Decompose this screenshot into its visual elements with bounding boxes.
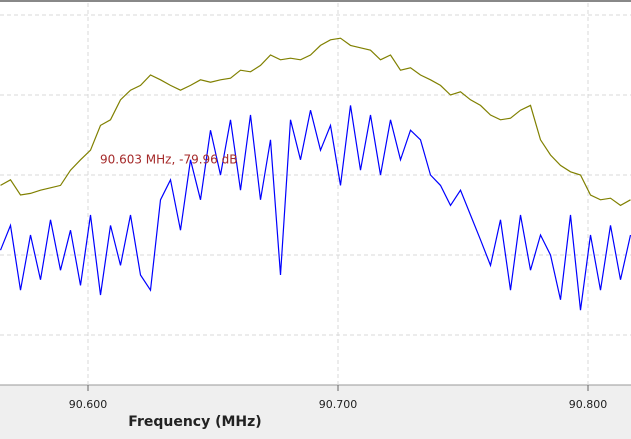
series-line xyxy=(0,105,631,311)
series-line xyxy=(0,37,631,207)
x-tick-label: 90.700 xyxy=(319,398,358,411)
annotation: 90.603 MHz, -79.96 dB xyxy=(100,153,237,167)
x-tick-label: 90.600 xyxy=(69,398,108,411)
grid xyxy=(0,3,631,385)
x-tick-label: 90.800 xyxy=(569,398,608,411)
plot-area xyxy=(0,37,631,311)
x-axis-title: Frequency (MHz) xyxy=(128,414,261,430)
axis-panel xyxy=(0,385,631,439)
